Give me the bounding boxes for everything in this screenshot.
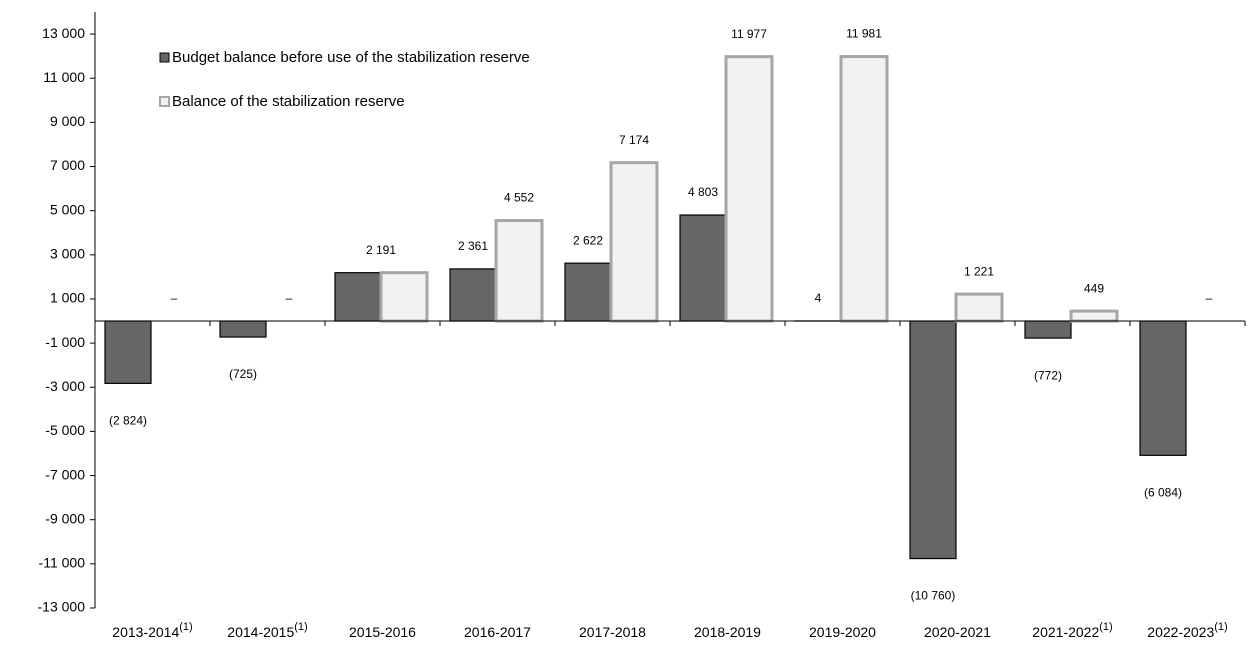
data-label: (725) — [229, 367, 257, 381]
bar — [609, 161, 659, 323]
category-note: (1) — [294, 621, 307, 633]
data-label: 449 — [1084, 281, 1104, 295]
x-tick-label: 2017-2018 — [579, 624, 646, 640]
data-label: 1 221 — [964, 264, 994, 278]
y-tick-label: 13 000 — [42, 25, 85, 41]
x-tick-label: 2018-2019 — [694, 624, 761, 640]
legend-swatch — [159, 52, 170, 63]
bar — [724, 55, 774, 323]
category-label: 2022-2023 — [1147, 624, 1214, 640]
data-label: 2 191 — [366, 243, 396, 257]
bar — [379, 271, 429, 323]
y-tick-label: 9 000 — [50, 113, 85, 129]
legend-label: Balance of the stabilization reserve — [172, 93, 405, 110]
x-tick-label: 2022-2023(1) — [1147, 621, 1227, 640]
bar — [449, 268, 497, 322]
y-tick-label: 3 000 — [50, 246, 85, 262]
category-label: 2019-2020 — [809, 624, 876, 640]
category-label: 2017-2018 — [579, 624, 646, 640]
x-tick-label: 2013-2014(1) — [112, 621, 192, 640]
x-tick-label: 2016-2017 — [464, 624, 531, 640]
bar — [1069, 309, 1119, 323]
bar — [334, 272, 382, 322]
data-label: (2 824) — [109, 414, 147, 428]
data-label: 4 552 — [504, 191, 534, 205]
data-label: 2 622 — [573, 233, 603, 247]
data-label: 11 977 — [731, 27, 767, 41]
data-label: 11 981 — [846, 27, 882, 41]
category-label: 2014-2015 — [227, 624, 294, 640]
data-label: – — [171, 291, 178, 305]
x-tick-label: 2014-2015(1) — [227, 621, 307, 640]
y-tick-label: -13 000 — [38, 599, 86, 615]
y-tick-label: -3 000 — [45, 378, 85, 394]
bar — [1024, 320, 1072, 339]
y-tick-label: -11 000 — [39, 555, 86, 571]
bar — [679, 214, 727, 322]
category-label: 2021-2022 — [1032, 624, 1099, 640]
category-label: 2013-2014 — [112, 624, 179, 640]
data-label: 2 361 — [458, 239, 488, 253]
y-tick-label: 11 000 — [43, 69, 85, 85]
bar — [104, 320, 152, 384]
data-label: – — [286, 291, 293, 305]
category-label: 2015-2016 — [349, 624, 416, 640]
bar — [219, 320, 267, 338]
data-label: (10 760) — [911, 589, 956, 603]
y-tick-label: 7 000 — [50, 157, 85, 173]
y-tick-label: 1 000 — [50, 290, 85, 306]
y-tick-label: -5 000 — [45, 422, 85, 438]
bar — [1139, 320, 1187, 456]
bar — [839, 55, 889, 323]
data-label: (6 084) — [1144, 486, 1182, 500]
x-tick-label: 2019-2020 — [809, 624, 876, 640]
category-label: 2016-2017 — [464, 624, 531, 640]
bar — [494, 219, 544, 323]
x-tick-label: 2020-2021 — [924, 624, 991, 640]
bar — [909, 320, 957, 560]
data-label: – — [1206, 291, 1213, 305]
category-note: (1) — [1099, 621, 1112, 633]
x-tick-label: 2021-2022(1) — [1032, 621, 1112, 640]
data-label: (772) — [1034, 368, 1062, 382]
category-note: (1) — [179, 621, 192, 633]
legend-label: Budget balance before use of the stabili… — [172, 49, 530, 66]
bar — [564, 262, 612, 322]
data-label: 4 — [815, 291, 822, 305]
data-label: 4 803 — [688, 185, 718, 199]
x-tick-label: 2015-2016 — [349, 624, 416, 640]
legend-swatch — [159, 96, 170, 107]
category-label: 2018-2019 — [694, 624, 761, 640]
y-tick-label: 5 000 — [50, 201, 85, 217]
y-tick-label: -1 000 — [45, 334, 85, 350]
bar — [954, 292, 1004, 323]
y-tick-label: -9 000 — [45, 510, 85, 526]
data-label: 7 174 — [619, 133, 649, 147]
category-note: (1) — [1214, 621, 1227, 633]
category-label: 2020-2021 — [924, 624, 991, 640]
y-tick-label: -7 000 — [45, 466, 85, 482]
